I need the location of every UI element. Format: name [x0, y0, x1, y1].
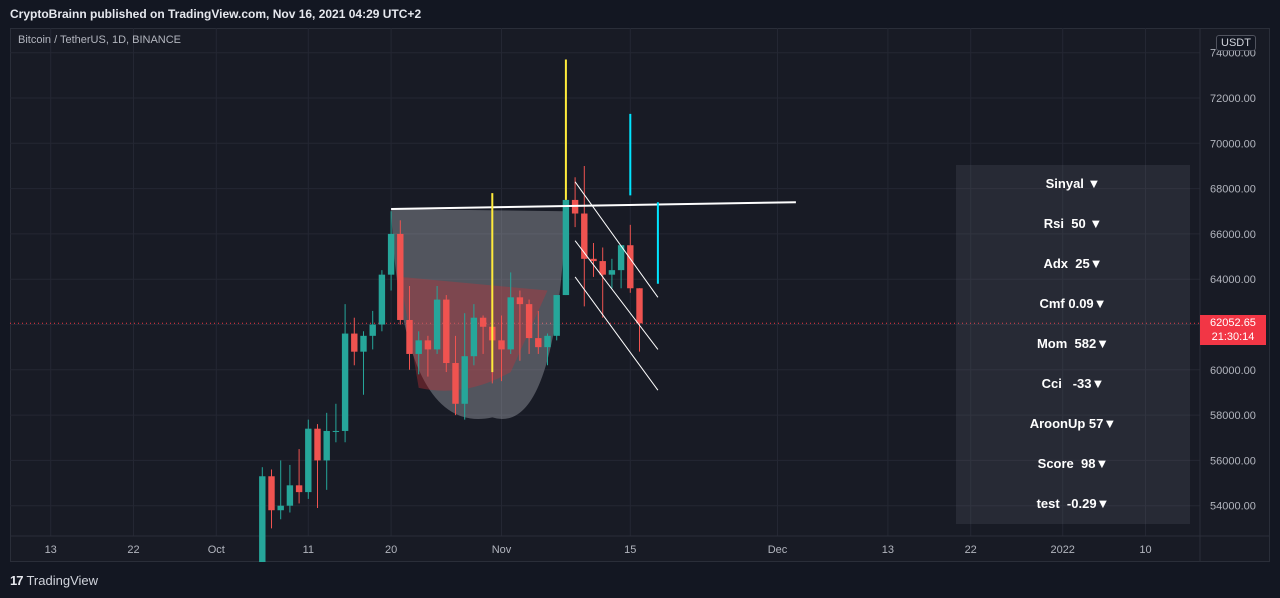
- bar-countdown: 21:30:14: [1211, 331, 1255, 343]
- price-axis[interactable]: 54000.0056000.0058000.0060000.0062000.00…: [1210, 48, 1256, 513]
- candle-body-up: [360, 335, 367, 352]
- time-tick-label: 22: [127, 544, 139, 556]
- panel-row-rsi: Rsi 50 ▼: [1043, 216, 1103, 231]
- candle-body-down: [498, 340, 505, 350]
- candle-body-down: [581, 213, 588, 259]
- candle-body-up: [305, 428, 312, 493]
- candles: [259, 165, 643, 574]
- price-tick-label: 70000.00: [1210, 138, 1256, 150]
- time-tick-label: 22: [965, 544, 977, 556]
- candle-body-up: [562, 199, 570, 296]
- candle-body-up: [259, 476, 266, 563]
- tv-brand-text: TradingView: [26, 573, 99, 588]
- candle-body-down: [535, 338, 542, 348]
- currency-badge[interactable]: USDT: [1216, 35, 1256, 51]
- candle-body-up: [461, 356, 468, 404]
- candle-body-up: [286, 485, 294, 506]
- time-tick-label: Nov: [492, 544, 512, 556]
- candle-body-down: [525, 304, 533, 339]
- resistance-line: [391, 201, 796, 210]
- candle-body-down: [452, 363, 459, 404]
- candle-body-down: [268, 476, 275, 511]
- panel-row-sinyal: Sinyal ▼: [1045, 176, 1101, 191]
- time-tick-label: 10: [1139, 544, 1151, 556]
- time-tick-label: 13: [45, 544, 57, 556]
- published-info: CryptoBrainn published on TradingView.co…: [10, 7, 422, 21]
- candle-body-down: [636, 288, 643, 324]
- header-bar: CryptoBrainn published on TradingView.co…: [0, 0, 1280, 28]
- price-tick-label: 60000.00: [1210, 365, 1256, 377]
- time-tick-label: 11: [303, 544, 314, 556]
- candle-body-up: [617, 245, 625, 271]
- candle-body-down: [479, 317, 487, 327]
- panel-row-test: test -0.29▼: [1036, 496, 1110, 511]
- candle-body-down: [424, 340, 432, 350]
- panel-row-cmf: Cmf 0.09▼: [1039, 296, 1107, 311]
- channel-line: [574, 276, 659, 391]
- channel-line: [574, 240, 659, 350]
- price-tick-label: 72000.00: [1210, 93, 1256, 105]
- candle-body-up: [341, 333, 349, 431]
- last-price-value: 62052.65: [1210, 317, 1256, 329]
- price-tick-label: 64000.00: [1210, 274, 1256, 286]
- candle-body-up: [332, 430, 340, 432]
- last-price-tag: 62052.65 21:30:14: [1200, 315, 1266, 345]
- candle-body-up: [378, 274, 386, 325]
- trend-lines: [391, 59, 796, 391]
- candle-body-up: [507, 297, 514, 350]
- candle-body-down: [351, 333, 358, 352]
- candle-body-up: [369, 324, 376, 336]
- candle-body-up: [544, 335, 551, 348]
- candle-body-up: [470, 317, 478, 357]
- candle-body-down: [295, 485, 303, 493]
- drawing-overlays: [391, 208, 566, 419]
- time-tick-label: 20: [385, 544, 397, 556]
- panel-row-cci: Cci -33▼: [1041, 376, 1105, 391]
- candle-body-down: [443, 299, 450, 364]
- footer-bar: 17 TradingView: [0, 562, 1280, 598]
- time-tick-label: Oct: [208, 544, 225, 556]
- time-tick-label: 13: [882, 544, 894, 556]
- candle-body-down: [590, 258, 597, 262]
- time-tick-label: 2022: [1050, 544, 1074, 556]
- time-axis[interactable]: 13 22 Oct 11 20 Nov 15 Dec 13 22 2022 10: [45, 544, 1152, 556]
- time-tick-label: 15: [624, 544, 636, 556]
- candle-body-up: [433, 299, 441, 350]
- candle-body-down: [599, 261, 606, 275]
- channel-line: [574, 181, 659, 298]
- candle-body-up: [415, 340, 422, 354]
- candle-body-up: [608, 270, 616, 275]
- candle-body-down: [397, 233, 404, 320]
- price-tick-label: 58000.00: [1210, 410, 1256, 422]
- panel-row-adx: Adx 25▼: [1043, 256, 1103, 271]
- price-tick-label: 54000.00: [1210, 501, 1256, 513]
- time-tick-label: Dec: [768, 544, 788, 556]
- candle-body-down: [314, 428, 321, 461]
- tv-logo-icon: 17: [10, 573, 24, 588]
- cup-shape: [391, 208, 566, 419]
- price-tick-label: 68000.00: [1210, 184, 1256, 196]
- panel-row-score: Score 98▼: [1037, 456, 1109, 471]
- panel-row-mom: Mom 582▼: [1036, 336, 1110, 351]
- price-tick-label: 66000.00: [1210, 229, 1256, 241]
- candle-body-up: [387, 233, 395, 275]
- symbol-title: Bitcoin / TetherUS, 1D, BINANCE: [18, 34, 182, 46]
- price-tick-label: 56000.00: [1210, 455, 1256, 467]
- panel-row-aroonup: AroonUp 57▼: [1029, 416, 1117, 431]
- tradingview-logo[interactable]: 17 TradingView: [10, 573, 98, 588]
- candle-body-down: [627, 245, 634, 289]
- indicator-panel: Sinyal ▼ Rsi 50 ▼ Adx 25▼ Cmf 0.09▼ Mom …: [956, 165, 1190, 524]
- candle-body-up: [323, 430, 330, 461]
- candle-body-up: [277, 505, 284, 511]
- candle-body-up: [553, 295, 560, 336]
- candle-body-down: [406, 319, 413, 354]
- candle-body-down: [516, 297, 524, 305]
